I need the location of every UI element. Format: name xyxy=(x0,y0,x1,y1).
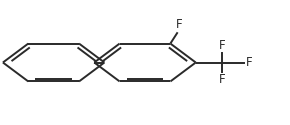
Text: F: F xyxy=(246,56,253,69)
Text: F: F xyxy=(176,18,182,31)
Text: F: F xyxy=(219,73,225,86)
Text: F: F xyxy=(219,39,225,52)
